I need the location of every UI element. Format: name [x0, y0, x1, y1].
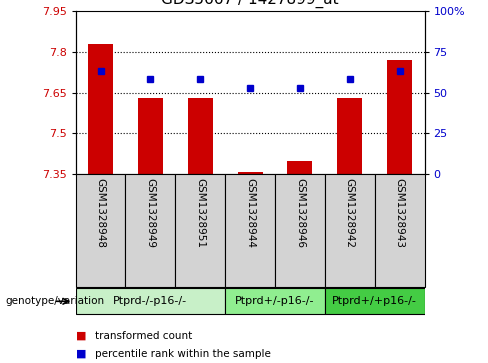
- Text: ■: ■: [76, 331, 86, 341]
- Bar: [325, 174, 375, 287]
- Text: GSM1328949: GSM1328949: [145, 178, 155, 248]
- Bar: [225, 288, 325, 314]
- Bar: [76, 174, 125, 287]
- Bar: [76, 288, 225, 314]
- Bar: [387, 60, 412, 174]
- Title: GDS5667 / 1427899_at: GDS5667 / 1427899_at: [162, 0, 339, 8]
- Bar: [275, 174, 325, 287]
- Bar: [225, 174, 275, 287]
- Bar: [125, 174, 175, 287]
- Text: Ptprd+/-p16-/-: Ptprd+/-p16-/-: [235, 296, 315, 306]
- Text: GSM1328944: GSM1328944: [245, 178, 255, 248]
- Text: Ptprd+/+p16-/-: Ptprd+/+p16-/-: [332, 296, 417, 306]
- Bar: [88, 44, 113, 174]
- Bar: [188, 98, 213, 174]
- Bar: [175, 174, 225, 287]
- Text: GSM1328951: GSM1328951: [195, 178, 205, 248]
- Text: Ptprd-/-p16-/-: Ptprd-/-p16-/-: [113, 296, 187, 306]
- Bar: [337, 98, 362, 174]
- Text: ■: ■: [76, 349, 86, 359]
- Text: GSM1328943: GSM1328943: [395, 178, 405, 248]
- Bar: [325, 288, 425, 314]
- Bar: [287, 160, 312, 174]
- Bar: [138, 98, 163, 174]
- Text: GSM1328948: GSM1328948: [96, 178, 105, 248]
- Text: genotype/variation: genotype/variation: [5, 296, 104, 306]
- Text: GSM1328946: GSM1328946: [295, 178, 305, 248]
- Text: transformed count: transformed count: [95, 331, 192, 341]
- Bar: [375, 174, 425, 287]
- Text: percentile rank within the sample: percentile rank within the sample: [95, 349, 271, 359]
- Text: GSM1328942: GSM1328942: [345, 178, 355, 248]
- Bar: [238, 171, 263, 174]
